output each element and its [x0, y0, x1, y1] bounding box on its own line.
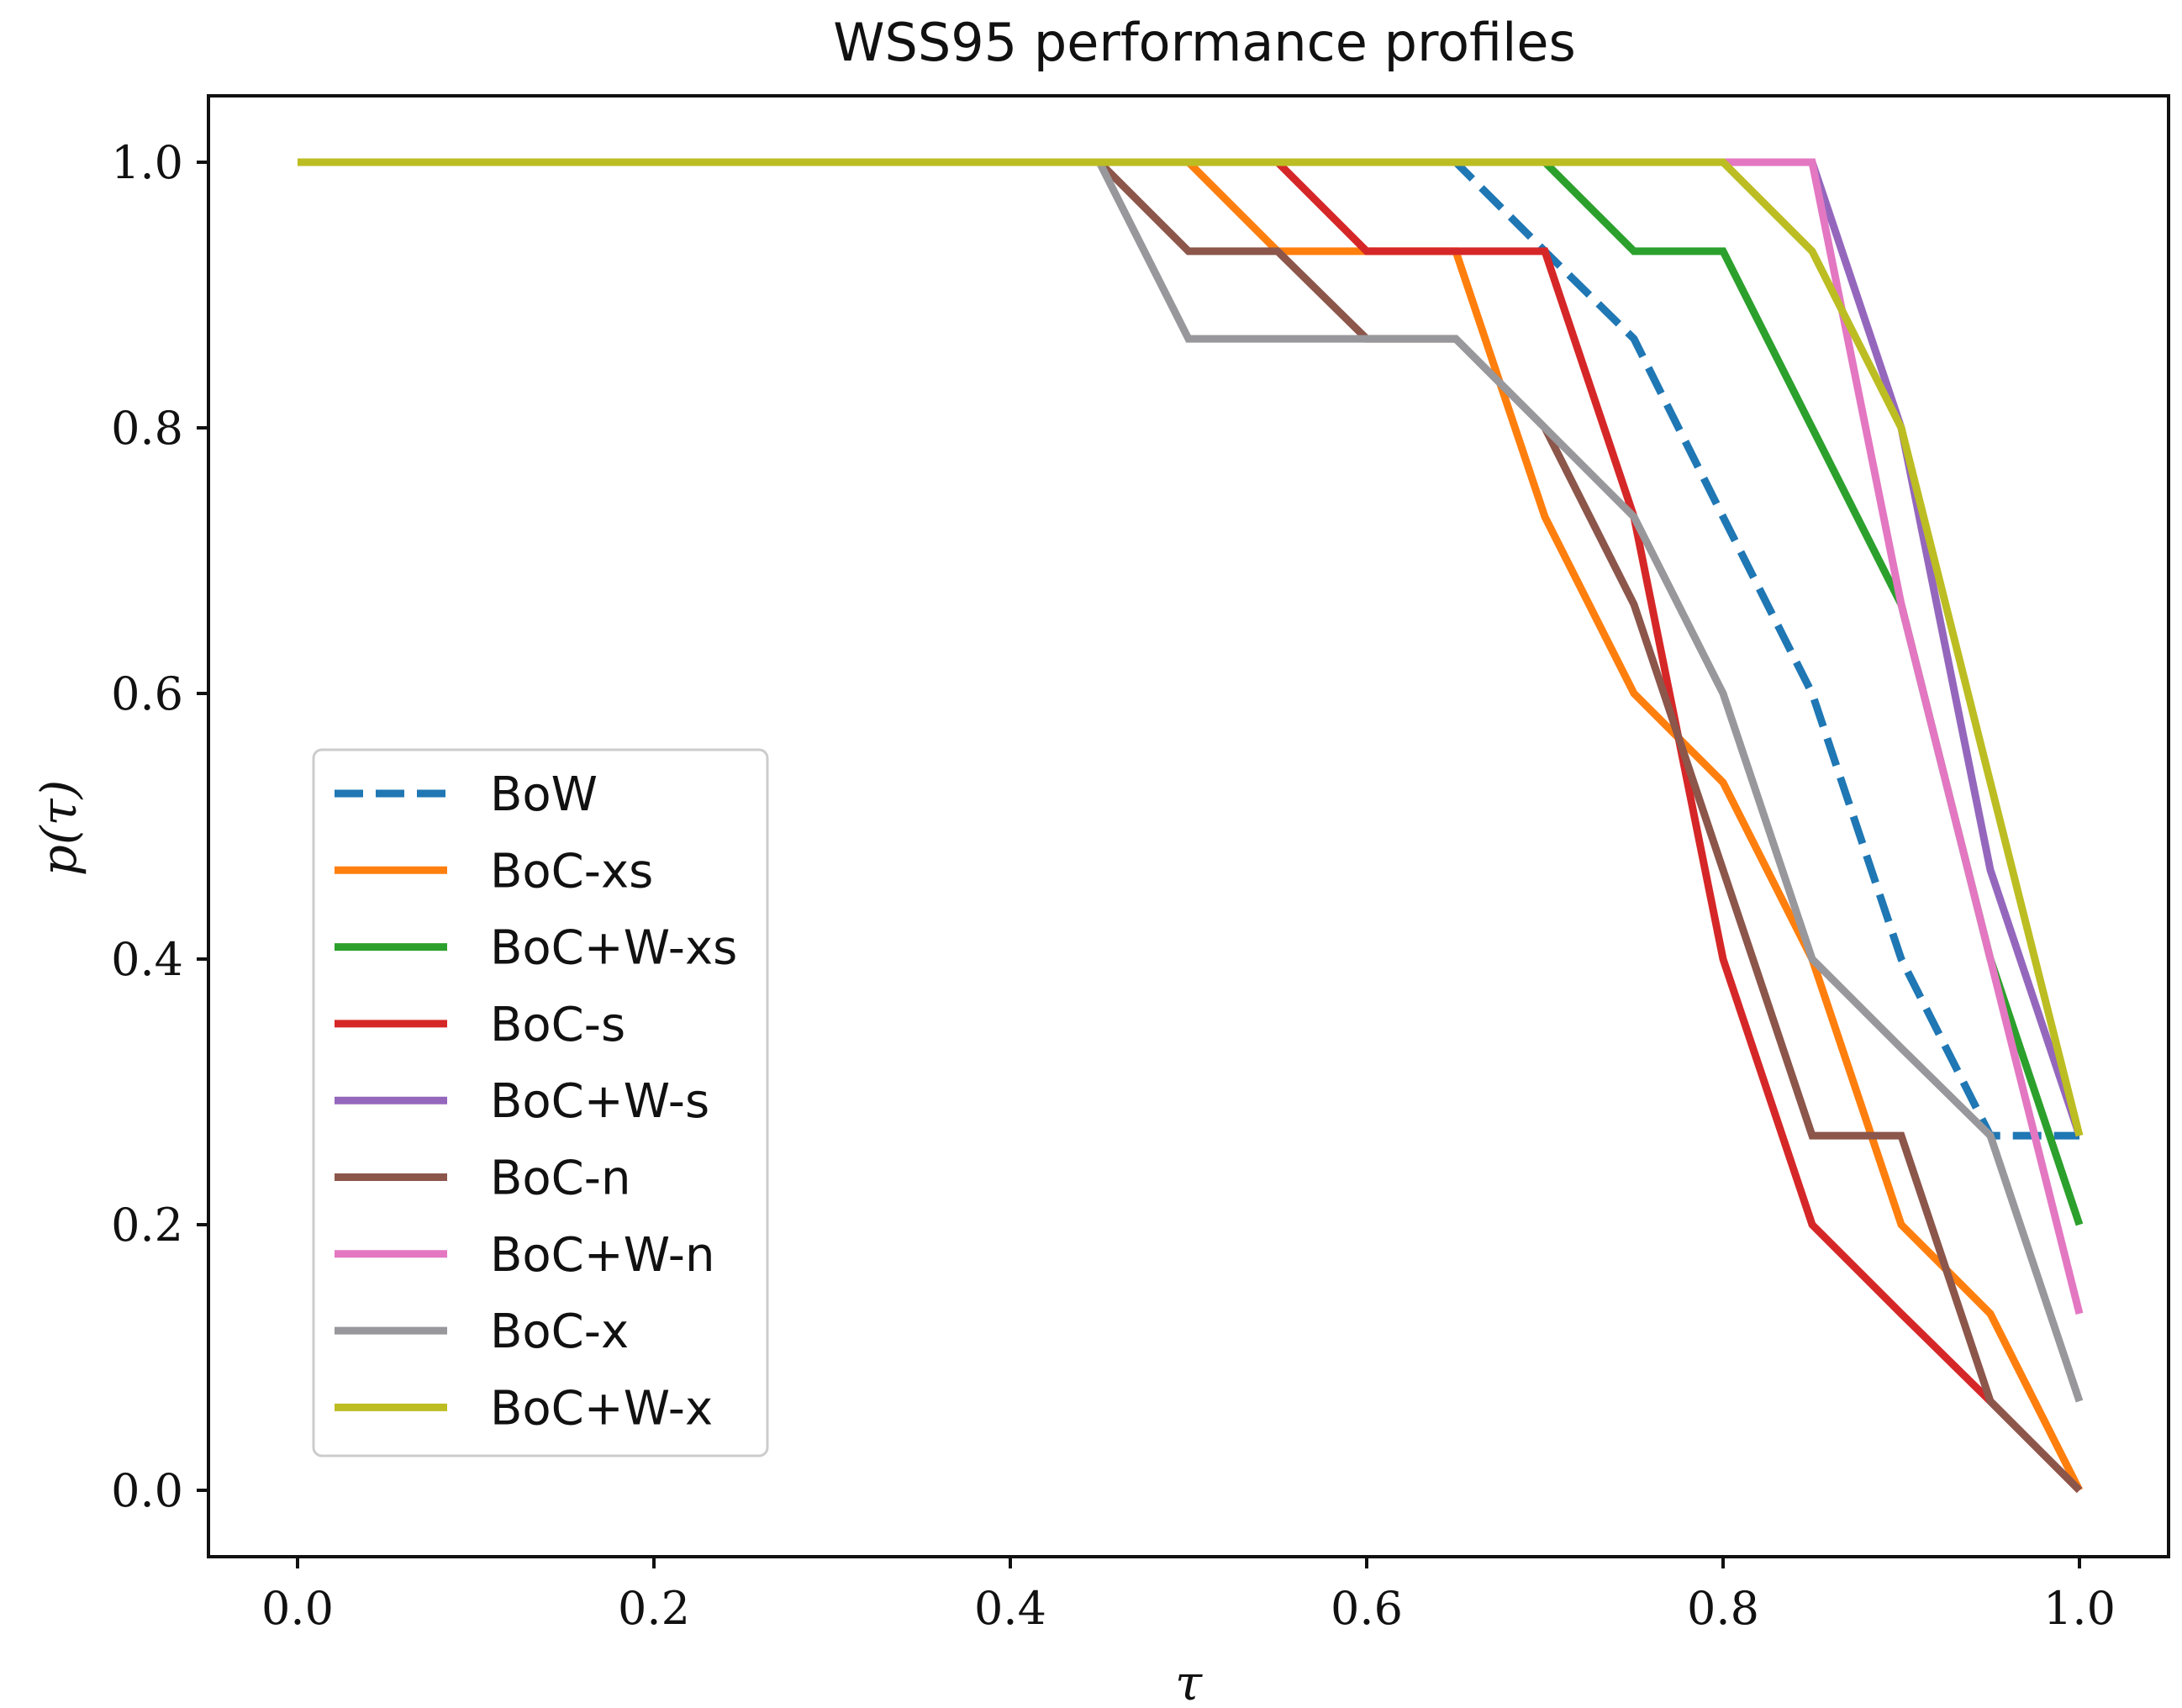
legend: BoW BoC-xs BoC+W-xs BoC-s BoC+W-s BoC-n BoC+W-…: [312, 748, 769, 1458]
series-line-boc-w-x: [298, 158, 2084, 1137]
y-axis-label: p(τ): [30, 780, 87, 876]
x-tick-label: 1.0: [2043, 1582, 2116, 1635]
x-axis-label: τ: [1175, 1654, 1203, 1708]
y-tick-label: 0.0: [111, 1464, 183, 1517]
legend-label: BoC+W-n: [490, 1228, 715, 1283]
x-tick-label: 0.2: [618, 1582, 690, 1635]
legend-box: [312, 748, 769, 1458]
legend-label: BoC-xs: [490, 844, 653, 899]
y-tick-label: 0.8: [111, 402, 183, 455]
y-tick-label: 0.2: [111, 1199, 183, 1252]
legend-label: BoC+W-xs: [490, 921, 737, 976]
x-axis: 0.0 0.2 0.4 0.6 0.8 1.0: [261, 1557, 2116, 1635]
legend-label: BoC+W-s: [490, 1074, 709, 1129]
x-tick-label: 0.6: [1331, 1582, 1403, 1635]
chart-title: WSS95 performance profiles: [833, 12, 1576, 73]
x-tick-label: 0.4: [974, 1582, 1046, 1635]
legend-label: BoC-s: [490, 998, 625, 1052]
y-tick-label: 0.6: [111, 667, 183, 720]
legend-label: BoC+W-x: [490, 1381, 713, 1436]
legend-items: BoW BoC-xs BoC+W-xs BoC-s BoC+W-s BoC-n BoC+W-…: [335, 767, 737, 1436]
y-tick-label: 1.0: [111, 136, 183, 189]
plot-lines: [298, 158, 2084, 1494]
y-axis: 0.0 0.2 0.4 0.6 0.8 1.0: [111, 136, 208, 1517]
x-tick-label: 0.0: [261, 1582, 334, 1635]
legend-label: BoC-x: [490, 1305, 629, 1359]
x-tick-label: 0.8: [1687, 1582, 1759, 1635]
y-tick-label: 0.4: [111, 933, 183, 986]
legend-label: BoW: [490, 767, 598, 822]
legend-label: BoC-n: [490, 1152, 630, 1206]
plot-frame: [207, 94, 2170, 1558]
